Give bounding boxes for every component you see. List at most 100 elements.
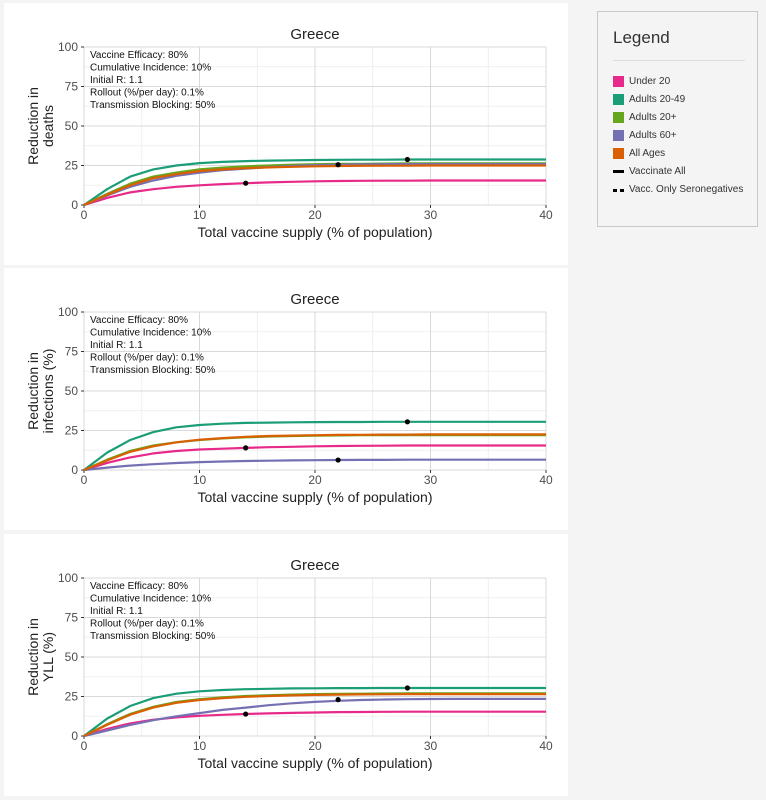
annotation-text: Vaccine Efficacy: 80%: [90, 581, 188, 592]
marker-point-under-20: [243, 445, 249, 451]
marker-point-adults-60-plus: [335, 457, 341, 463]
chart-panel-yll: 0 10 20 30 40 0 25 50 75 100 Greece Total vaccine s…: [4, 534, 568, 796]
legend-item-under-20[interactable]: Under 20: [613, 76, 753, 88]
y-tick-label: 75: [65, 611, 79, 625]
series-line-under-20: [83, 444, 546, 472]
y-tick-label: 25: [65, 424, 79, 438]
legend-item-adults-20-plus[interactable]: Adults 20+: [613, 112, 753, 124]
y-tick-label: 50: [65, 384, 79, 398]
chart-title: Greece: [290, 557, 339, 574]
annotation-text: Initial R: 1.1: [90, 75, 143, 86]
x-tick-label: 30: [424, 473, 438, 487]
x-axis-label: Total vaccine supply (% of population): [197, 755, 432, 771]
annotation-text: Rollout (%/per day): 0.1%: [90, 88, 204, 99]
x-tick-label: 20: [308, 473, 322, 487]
legend-swatch-all-ages: [613, 148, 624, 159]
series-line-adults-60-plus: [83, 697, 546, 738]
series-line-adults-20-49: [83, 686, 546, 737]
chart-deaths: 0 10 20 30 40 0 25 50 75 100 Greece Total vaccine s…: [25, 26, 553, 240]
annotation-text: Rollout (%/per day): 0.1%: [90, 353, 204, 364]
x-tick-label: 0: [81, 473, 88, 487]
y-axis-label-line: Reduction in: [25, 352, 41, 430]
x-tick-label: 40: [539, 739, 553, 753]
legend-label: All Ages: [629, 148, 666, 159]
legend-line-solid: [613, 170, 624, 173]
annotation-text: Rollout (%/per day): 0.1%: [90, 619, 204, 630]
series-line-adults-20-49: [83, 158, 546, 206]
y-axis-label-line: Reduction in: [25, 618, 41, 696]
x-tick-label: 20: [308, 208, 322, 222]
series-line-adults-20-49: [83, 420, 546, 471]
y-axis-label: Reduction indeaths: [25, 87, 56, 165]
y-axis-label: Reduction ininfections (%): [25, 349, 56, 434]
x-tick-label: 0: [81, 739, 88, 753]
x-tick-label: 10: [193, 208, 207, 222]
legend-item-adults-60-plus[interactable]: Adults 60+: [613, 130, 753, 142]
legend-item-vaccinate-all[interactable]: Vaccinate All: [613, 166, 753, 178]
legend-item-vacc-only-seronegatives[interactable]: Vacc. Only Seronegatives: [613, 184, 753, 196]
legend-item-all-ages[interactable]: All Ages: [613, 148, 753, 160]
y-tick-label: 25: [65, 690, 79, 704]
x-tick-label: 40: [539, 208, 553, 222]
plot-area: 0 10 20 30 40 0 25 50 75 100 Greece Total vaccine s…: [25, 26, 553, 240]
marker-point-adults-60-plus: [335, 162, 341, 168]
chart-title: Greece: [290, 291, 339, 308]
chart-infections: 0 10 20 30 40 0 25 50 75 100 Greece Total vaccine s…: [25, 291, 553, 505]
x-tick-label: 30: [424, 208, 438, 222]
annotation-text: Transmission Blocking: 50%: [90, 100, 215, 111]
legend-label: Adults 60+: [629, 130, 677, 141]
y-tick-label: 75: [65, 80, 79, 94]
series-line-adults-60-plus: [83, 458, 546, 472]
legend-item-adults-20-49[interactable]: Adults 20-49: [613, 94, 753, 106]
legend-line-dotted: [613, 189, 624, 192]
y-axis-label-line: infections (%): [40, 349, 56, 434]
plot-area: 0 10 20 30 40 0 25 50 75 100 Greece Total vaccine s…: [25, 291, 553, 505]
marker-point-under-20: [243, 180, 249, 186]
y-tick-label: 0: [71, 729, 78, 743]
chart-panel-infections: 0 10 20 30 40 0 25 50 75 100 Greece Total vaccine s…: [4, 268, 568, 530]
y-tick-label: 0: [71, 198, 78, 212]
y-tick-label: 100: [58, 305, 78, 319]
series-line-all-ages: [83, 164, 546, 207]
legend-label: Under 20: [629, 76, 671, 87]
y-axis-label-line: deaths: [40, 105, 56, 147]
y-axis-label-line: Reduction in: [25, 87, 41, 165]
y-tick-label: 75: [65, 345, 79, 359]
y-tick-label: 25: [65, 159, 79, 173]
y-axis-label: Reduction inYLL (%): [25, 618, 56, 696]
y-tick-label: 100: [58, 571, 78, 585]
chart-title: Greece: [290, 26, 339, 43]
legend-label: Vacc. Only Seronegatives: [629, 184, 744, 195]
x-axis-label: Total vaccine supply (% of population): [197, 224, 432, 240]
marker-point-adults-60-plus: [335, 697, 341, 703]
series-line-all-ages: [83, 693, 546, 737]
marker-point-adults-20-49: [404, 685, 410, 691]
x-tick-label: 10: [193, 739, 207, 753]
legend-swatch-adults-20-plus: [613, 112, 624, 123]
legend-divider: [613, 60, 745, 61]
legend-swatch-under-20: [613, 76, 624, 87]
annotation-text: Cumulative Incidence: 10%: [90, 594, 211, 605]
x-tick-label: 0: [81, 208, 88, 222]
chart-yll: 0 10 20 30 40 0 25 50 75 100 Greece Total vaccine s…: [25, 557, 553, 771]
x-tick-label: 30: [424, 739, 438, 753]
y-tick-label: 100: [58, 40, 78, 54]
series-line-under-20: [83, 179, 546, 207]
marker-point-adults-20-49: [404, 156, 410, 163]
legend-label: Adults 20-49: [629, 94, 686, 105]
x-axis-label: Total vaccine supply (% of population): [197, 489, 432, 505]
marker-point-adults-20-49: [404, 419, 410, 425]
annotation-text: Initial R: 1.1: [90, 340, 143, 351]
annotation-text: Vaccine Efficacy: 80%: [90, 50, 188, 61]
annotation-text: Cumulative Incidence: 10%: [90, 63, 211, 74]
legend: Legend Under 20 Adults 20-49 Adults 20+ …: [597, 11, 758, 227]
annotation-text: Cumulative Incidence: 10%: [90, 328, 211, 339]
legend-label: Vaccinate All: [629, 166, 686, 177]
legend-swatch-adults-20-49: [613, 94, 624, 105]
annotation-text: Vaccine Efficacy: 80%: [90, 315, 188, 326]
x-tick-label: 40: [539, 473, 553, 487]
legend-label: Adults 20+: [629, 112, 677, 123]
chart-panel-deaths: 0 10 20 30 40 0 25 50 75 100 Greece Total vaccine s…: [4, 3, 568, 265]
y-tick-label: 0: [71, 463, 78, 477]
series-line-all-ages: [83, 433, 546, 472]
